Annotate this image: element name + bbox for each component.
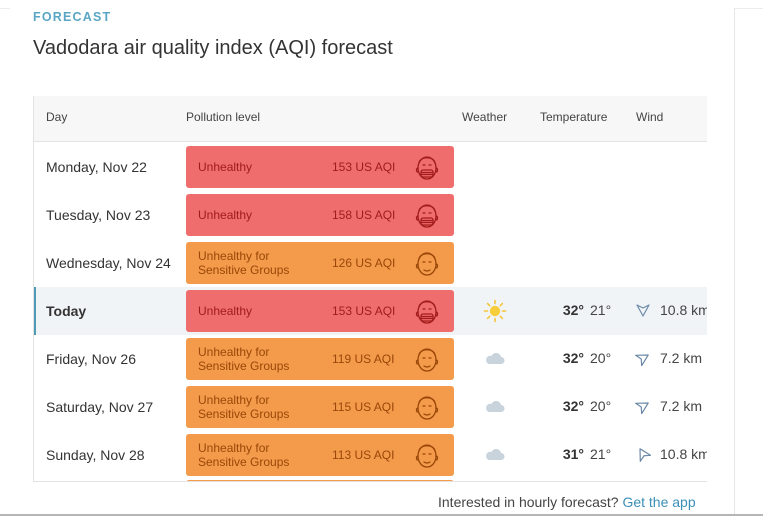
cloud-icon	[483, 443, 507, 467]
wind-direction-icon	[635, 446, 652, 462]
table-row[interactable]: Saturday, Nov 27 Unhealthy for Sensitive …	[34, 383, 707, 431]
temperature-low: 21°	[590, 302, 612, 318]
temperature-high: 32°	[562, 350, 584, 366]
row-day: Today	[46, 303, 87, 319]
face-icon	[412, 247, 442, 279]
wind-direction-icon	[635, 302, 651, 318]
pollution-level: Unhealthy	[198, 208, 253, 222]
pollution-pill: Unhealthy for Sensitive Groups 115 US AQI	[186, 386, 454, 428]
wind-speed: 7.2 km	[660, 398, 703, 414]
bottom-divider	[0, 514, 763, 516]
wind-speed: 10.8 km	[660, 302, 707, 318]
column-header-day: Day	[46, 110, 68, 124]
mask-face-icon	[412, 151, 442, 183]
aqi-value: 113 US AQI	[332, 448, 395, 462]
aqi-value: 115 US AQI	[332, 400, 395, 414]
mask-face-icon	[412, 199, 442, 231]
column-header-temperature: Temperature	[540, 110, 608, 124]
row-day: Tuesday, Nov 23	[46, 207, 151, 223]
wind-speed: 7.2 km	[660, 350, 703, 366]
table-row[interactable]: Tuesday, Nov 23 Unhealthy 158 US AQI	[34, 191, 707, 239]
sun-icon	[483, 299, 507, 323]
column-header-weather: Weather	[462, 110, 508, 124]
pollution-pill: Unhealthy for Sensitive Groups 113 US AQI	[186, 434, 454, 476]
table-row[interactable]: Today Unhealthy 153 US AQI 32° 21° 10.8 km	[34, 287, 707, 335]
temperature-low: 20°	[590, 350, 612, 366]
pollution-level: Unhealthy	[198, 304, 253, 318]
temperature-low: 20°	[590, 398, 612, 414]
pollution-level: Unhealthy	[198, 160, 253, 174]
table-row[interactable]: Monday, Nov 22 Unhealthy 153 US AQI	[34, 143, 707, 191]
face-icon	[412, 391, 442, 423]
aqi-value: 153 US AQI	[332, 160, 396, 174]
wind-direction-icon	[635, 350, 651, 367]
table-row[interactable]: Wednesday, Nov 24 Unhealthy for Sensitive…	[34, 239, 707, 287]
row-day: Wednesday, Nov 24	[46, 255, 171, 271]
pollution-level: Unhealthy for Sensitive Groups	[198, 393, 290, 421]
aqi-value: 153 US AQI	[332, 304, 396, 318]
face-icon	[412, 343, 442, 375]
cloud-icon	[483, 347, 507, 371]
pollution-level: Unhealthy for Sensitive Groups	[198, 249, 290, 277]
pollution-pill: Unhealthy 158 US AQI	[186, 194, 454, 236]
temperature-high: 32°	[562, 302, 584, 318]
pollution-pill: Unhealthy 153 US AQI	[186, 290, 454, 332]
aqi-value: 126 US AQI	[332, 256, 396, 270]
page-title: Vadodara air quality index (AQI) forecas…	[33, 37, 393, 59]
face-icon	[412, 439, 442, 471]
cloud-icon	[483, 395, 507, 419]
pollution-level: Unhealthy for Sensitive Groups	[198, 441, 290, 469]
table-row[interactable]: Friday, Nov 26 Unhealthy for Sensitive Gr…	[34, 335, 707, 383]
column-header-wind: Wind	[636, 110, 664, 124]
hourly-forecast-prompt: Interested in hourly forecast? Get the a…	[438, 494, 696, 510]
row-day: Monday, Nov 22	[46, 159, 147, 175]
row-day: Friday, Nov 26	[46, 351, 136, 367]
wind-speed: 10.8 km	[660, 446, 707, 462]
aqi-value: 119 US AQI	[332, 352, 395, 366]
hourly-forecast-text: Interested in hourly forecast?	[438, 494, 619, 510]
aqi-value: 158 US AQI	[332, 208, 396, 222]
mask-face-icon	[412, 295, 442, 327]
section-label: FORECAST	[33, 10, 112, 24]
get-the-app-link[interactable]: Get the app	[622, 494, 696, 510]
forecast-table: Day Pollution level Weather Temperature …	[33, 96, 707, 482]
row-day: Sunday, Nov 28	[46, 447, 145, 463]
pollution-pill: Unhealthy for Sensitive Groups 126 US AQI	[186, 242, 454, 284]
next-row-peek	[186, 480, 454, 481]
temperature-high: 32°	[562, 398, 584, 414]
pollution-level: Unhealthy for Sensitive Groups	[198, 345, 290, 373]
temperature-low: 21°	[590, 446, 612, 462]
column-header-pollution: Pollution level	[186, 110, 261, 124]
pollution-pill: Unhealthy 153 US AQI	[186, 146, 454, 188]
row-day: Saturday, Nov 27	[46, 399, 154, 415]
temperature-high: 31°	[562, 446, 584, 462]
table-row[interactable]: Sunday, Nov 28 Unhealthy for Sensitive Gr…	[34, 431, 707, 479]
table-header: Day Pollution level Weather Temperature …	[34, 96, 707, 142]
wind-direction-icon	[635, 398, 651, 415]
pollution-pill: Unhealthy for Sensitive Groups 119 US AQI	[186, 338, 454, 380]
